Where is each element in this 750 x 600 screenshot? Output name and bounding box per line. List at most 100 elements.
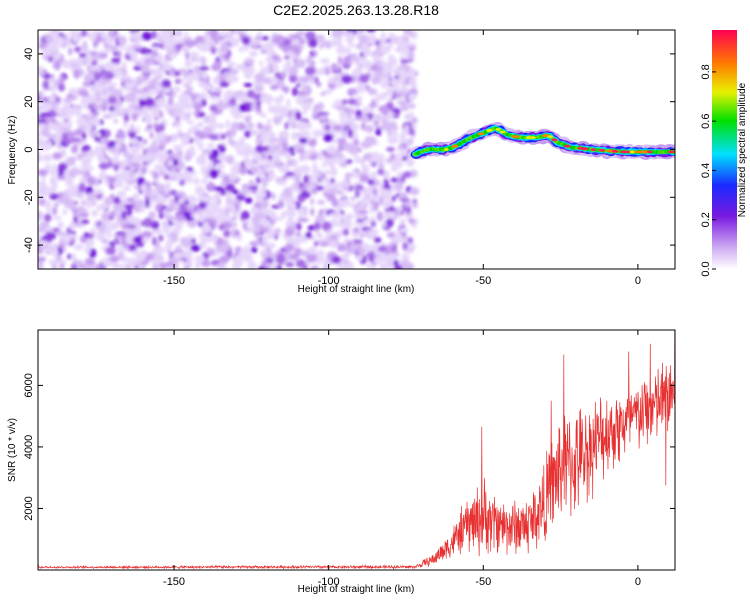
noise-speckle: [407, 237, 414, 245]
noise-speckle: [398, 147, 405, 153]
noise-speckle: [87, 176, 96, 186]
noise-speckle: [292, 45, 302, 55]
noise-speckle: [342, 228, 350, 236]
noise-speckle: [207, 142, 215, 149]
noise-speckle: [301, 102, 312, 111]
noise-speckle: [48, 169, 60, 175]
noise-speckle: [110, 221, 121, 229]
noise-speckle: [184, 31, 189, 40]
noise-speckle: [73, 69, 81, 79]
noise-speckle: [159, 30, 168, 37]
noise-speckle: [263, 94, 274, 103]
noise-speckle: [124, 81, 133, 92]
noise-speckle: [90, 106, 97, 115]
noise-speckle: [108, 216, 115, 221]
noise-speckle: [132, 251, 140, 256]
noise-speckle: [96, 263, 102, 269]
snr-x-tick-label: -100: [318, 576, 340, 588]
noise-speckle: [305, 31, 316, 41]
noise-speckle: [123, 204, 134, 210]
noise-speckle: [302, 110, 307, 115]
noise-speckle: [117, 50, 122, 60]
noise-speckle: [288, 67, 299, 76]
noise-speckle: [55, 62, 61, 71]
noise-speckle: [359, 246, 364, 256]
noise-speckle: [261, 162, 269, 168]
noise-speckle: [152, 46, 159, 51]
noise-speckle: [165, 239, 174, 247]
noise-speckle: [347, 128, 353, 139]
noise-speckle: [354, 189, 360, 198]
noise-speckle: [319, 42, 324, 50]
noise-speckle: [128, 129, 136, 139]
noise-speckle: [385, 157, 393, 164]
noise-speckle: [332, 124, 343, 132]
noise-speckle: [261, 35, 269, 41]
noise-speckle: [193, 204, 198, 212]
noise-speckle: [133, 184, 139, 190]
noise-speckle: [344, 172, 351, 181]
noise-speckle: [159, 262, 168, 269]
signal-hotspot: [580, 147, 589, 151]
noise-speckle: [227, 76, 233, 82]
signal-hotspot: [551, 138, 558, 142]
noise-speckle: [71, 37, 81, 43]
noise-speckle: [407, 92, 417, 100]
noise-speckle: [139, 57, 145, 65]
noise-speckle: [360, 122, 366, 131]
noise-speckle: [271, 253, 278, 262]
noise-speckle: [90, 209, 99, 217]
noise-speckle: [367, 179, 375, 186]
noise-speckle: [208, 195, 219, 201]
noise-speckle: [296, 121, 308, 131]
noise-speckle: [287, 215, 295, 226]
noise-speckle: [127, 49, 138, 57]
noise-speckle: [261, 219, 271, 228]
noise-speckle: [104, 129, 110, 138]
noise-speckle: [98, 162, 110, 170]
noise-speckle: [152, 172, 159, 179]
noise-speckle: [58, 259, 67, 265]
noise-speckle: [149, 132, 154, 139]
noise-speckle: [83, 165, 94, 172]
noise-speckle: [392, 57, 398, 67]
noise-speckle: [70, 145, 79, 154]
noise-speckle: [310, 197, 315, 206]
noise-speckle: [154, 115, 159, 122]
noise-speckle: [223, 229, 231, 238]
noise-speckle: [373, 120, 379, 127]
noise-speckle: [228, 192, 233, 202]
noise-speckle: [93, 72, 101, 82]
signal-hotspot: [495, 128, 501, 131]
noise-speckle: [230, 167, 237, 172]
spectrogram-x-tick-label: -50: [475, 275, 491, 287]
noise-speckle: [349, 123, 360, 132]
noise-speckle: [370, 100, 376, 108]
noise-speckle: [272, 66, 280, 72]
noise-speckle: [174, 195, 179, 203]
noise-speckle: [402, 128, 410, 136]
noise-speckle: [122, 185, 131, 191]
noise-speckle: [210, 46, 217, 55]
noise-speckle: [392, 159, 404, 169]
signal-hotspot: [525, 136, 532, 139]
noise-speckle: [243, 69, 254, 76]
noise-speckle: [284, 121, 289, 130]
noise-speckle: [68, 47, 73, 56]
noise-speckle: [249, 50, 258, 58]
noise-speckle: [38, 139, 46, 149]
noise-speckle: [351, 53, 358, 58]
noise-speckle: [283, 86, 289, 94]
noise-speckle: [51, 180, 58, 189]
noise-speckle: [239, 137, 246, 142]
noise-speckle: [340, 156, 348, 162]
noise-speckle: [230, 216, 237, 222]
noise-speckle: [381, 121, 392, 130]
noise-speckle: [158, 213, 164, 219]
noise-speckle: [163, 210, 170, 216]
noise-speckle: [390, 120, 397, 130]
noise-speckle: [276, 255, 286, 265]
noise-speckle: [45, 232, 57, 240]
noise-speckle: [388, 205, 395, 213]
spectrogram-x-axis-title: Height of straight line (km): [298, 284, 415, 295]
